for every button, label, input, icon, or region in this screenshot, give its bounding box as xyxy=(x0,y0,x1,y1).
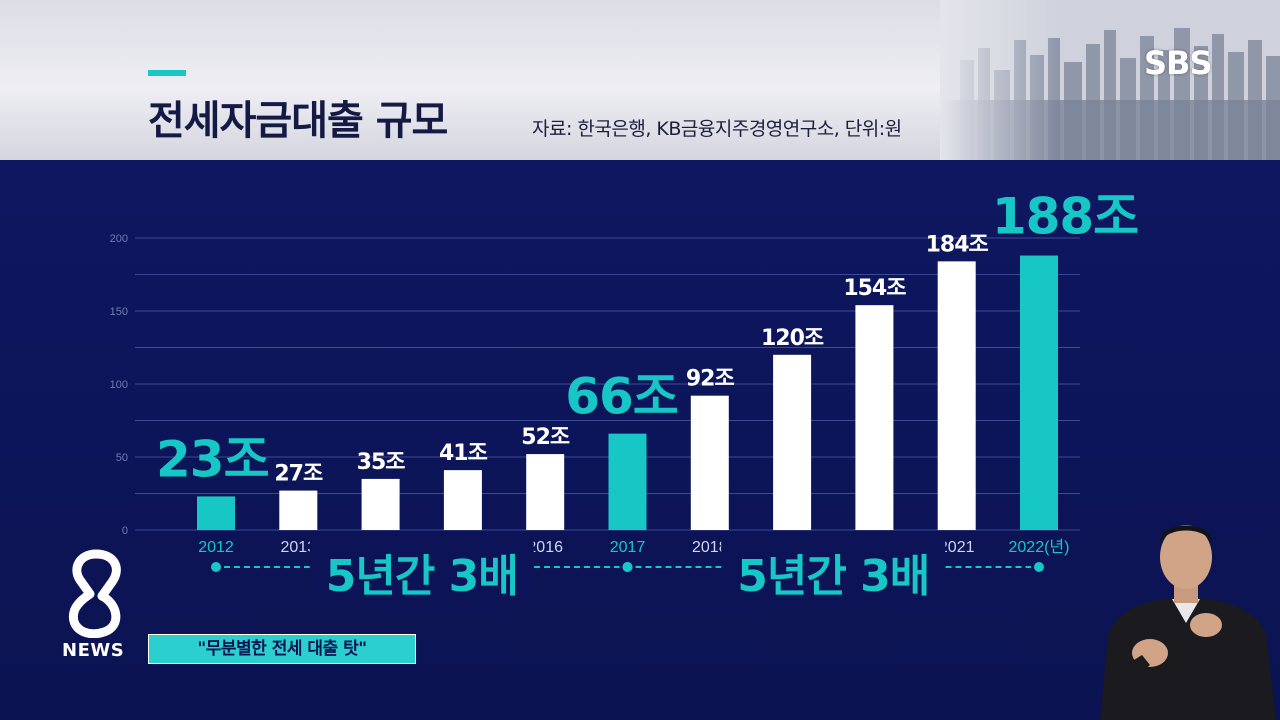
x-tick-label: 2013 xyxy=(281,539,317,556)
source-note: 자료: 한국은행, KB금융지주경영연구소, 단위:원 xyxy=(532,118,902,140)
value-label: 52조 xyxy=(521,425,570,450)
bar-2015 xyxy=(443,470,482,530)
bar-2013 xyxy=(279,490,318,530)
y-tick-label: 0 xyxy=(122,525,128,537)
annotation-dot xyxy=(1034,562,1044,572)
y-tick-label: 50 xyxy=(116,452,128,464)
sbs-logo: SBS xyxy=(1144,44,1212,82)
value-label: 154조 xyxy=(843,276,906,301)
value-label: 23조 xyxy=(156,430,269,488)
bar-2022(년) xyxy=(1020,255,1058,530)
y-tick-label: 100 xyxy=(110,379,128,391)
value-label: 184조 xyxy=(926,232,989,257)
eight-logo-icon xyxy=(68,549,121,638)
x-tick-label: 2021 xyxy=(939,539,975,556)
y-tick-label: 150 xyxy=(110,306,128,318)
value-label: 188조 xyxy=(992,188,1138,246)
city-skyline-image xyxy=(940,0,1280,160)
annotation-backdrop xyxy=(309,537,534,597)
annotation-label: 5년간 3배 xyxy=(737,551,929,602)
bar-2020 xyxy=(855,305,894,530)
bar-2016 xyxy=(526,454,565,530)
news-label: NEWS xyxy=(62,640,125,661)
annotation-dot xyxy=(211,562,221,572)
value-label: 66조 xyxy=(565,368,678,426)
x-tick-label: 2018 xyxy=(692,539,728,556)
x-tick-label: 2017 xyxy=(610,539,646,556)
annotation-backdrop xyxy=(721,537,946,597)
sign-language-interpreter xyxy=(1100,525,1276,720)
value-label: 41조 xyxy=(439,441,488,466)
bar-2019 xyxy=(773,354,812,530)
bar-2014 xyxy=(361,478,400,530)
bar-2021 xyxy=(937,261,976,530)
bar-2017 xyxy=(608,433,647,530)
x-tick-label: 2022(년) xyxy=(1009,538,1070,556)
annotation-label: 5년간 3배 xyxy=(326,551,518,602)
bar-2018 xyxy=(690,395,729,530)
bar-2012 xyxy=(197,496,235,530)
x-tick-label: 2012 xyxy=(198,539,234,556)
title-accent-bar xyxy=(148,70,186,76)
value-label: 35조 xyxy=(357,450,406,475)
annotation-dot xyxy=(622,562,633,572)
chart-title: 전세자금대출 규모 xyxy=(148,98,448,144)
value-label: 92조 xyxy=(686,367,735,392)
caption-badge: "무분별한 전세 대출 탓" xyxy=(148,634,416,664)
header-band: 전세자금대출 규모 자료: 한국은행, KB금융지주경영연구소, 단위:원 SB… xyxy=(0,0,1280,160)
x-tick-label: 2016 xyxy=(527,539,563,556)
value-label: 120조 xyxy=(761,326,824,351)
value-label: 27조 xyxy=(274,462,323,487)
y-tick-label: 200 xyxy=(110,233,128,245)
